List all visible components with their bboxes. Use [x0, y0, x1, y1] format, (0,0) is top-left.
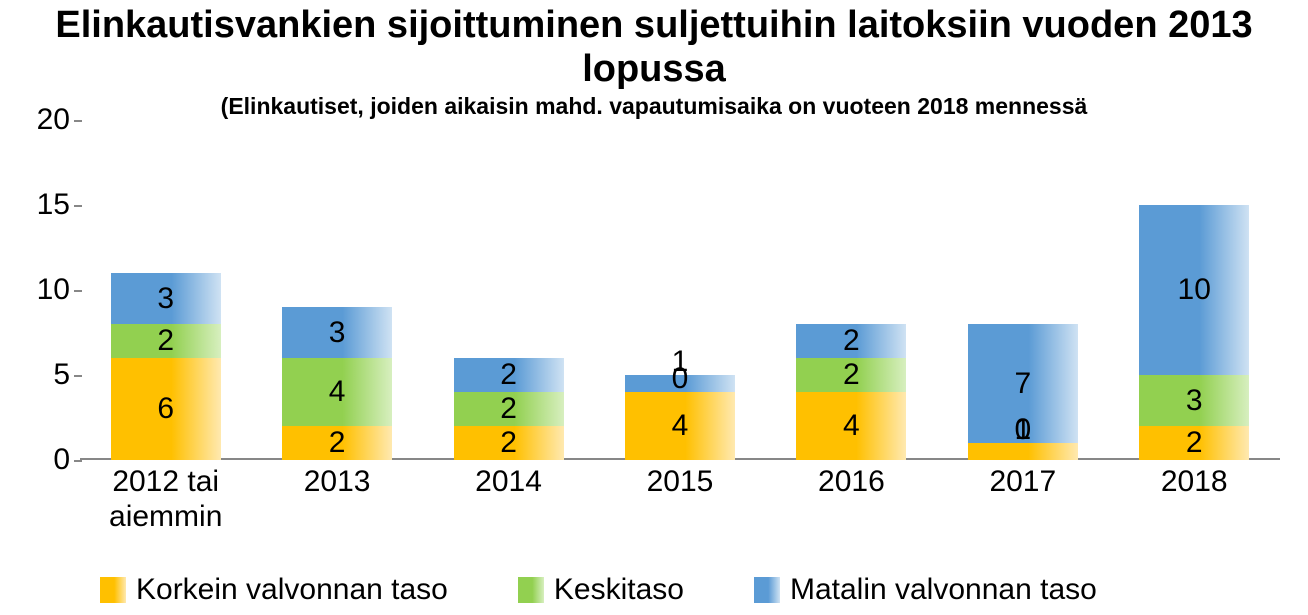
x-tick-label: 2012 tai aiemmin [91, 465, 241, 534]
bar-segment: 4 [625, 392, 735, 460]
bar-value-label: 2 [1139, 428, 1249, 458]
x-tick-label: 2014 [434, 465, 584, 534]
bar-value-label: 2 [454, 394, 564, 424]
x-tick-label: 2013 [262, 465, 412, 534]
bar-segment: 2 [796, 358, 906, 392]
bar-segment: 4 [282, 358, 392, 426]
bar-segment: 4 [796, 392, 906, 460]
bar-column: 3 4 2 [282, 120, 392, 460]
legend-swatch [100, 577, 126, 603]
bar-column: 2 2 4 [796, 120, 906, 460]
bar-segment: 2 [111, 324, 221, 358]
x-axis-labels: 2012 tai aiemmin 2013 2014 2015 2016 2017 2018 [80, 465, 1280, 534]
legend-label: Keskitaso [554, 573, 684, 607]
plot-area: 05101520 3263422221042247011032 [80, 120, 1280, 460]
bar-value-label: 4 [282, 377, 392, 407]
y-tick-label: 5 [20, 358, 70, 392]
bar-value-label: 2 [111, 326, 221, 356]
bar-value-label: 6 [111, 394, 221, 424]
chart-title: Elinkautisvankien sijoittuminen suljettu… [0, 0, 1308, 91]
bar-value-label: 7 [968, 369, 1078, 399]
bar-segment: 2 [796, 324, 906, 358]
legend: Korkein valvonnan taso Keskitaso Matalin v… [100, 573, 1280, 607]
bar-segment: 3 [111, 273, 221, 324]
bar-segment: 2 [454, 392, 564, 426]
bar-column: 10 3 2 [1139, 120, 1249, 460]
bar-value-label: 3 [1139, 386, 1249, 416]
y-tick-label: 15 [20, 188, 70, 222]
legend-label: Korkein valvonnan taso [136, 573, 448, 607]
bar-segment: 3 [282, 307, 392, 358]
bar-value-label: 1 [968, 415, 1078, 445]
y-tick-mark [74, 460, 82, 462]
bar-segment: 10 [1139, 205, 1249, 375]
x-tick-label: 2018 [1119, 465, 1269, 534]
bar-value-label: 4 [796, 411, 906, 441]
bar-segment: 2 [282, 426, 392, 460]
bar-segment: 1 [968, 443, 1078, 460]
bars-group: 3263422221042247011032 [80, 120, 1280, 460]
legend-item: Keskitaso [518, 573, 684, 607]
bar-value-label: 10 [1139, 275, 1249, 305]
bar-value-label: 2 [282, 428, 392, 458]
bar-value-label: 2 [796, 360, 906, 390]
legend-label: Matalin valvonnan taso [790, 573, 1097, 607]
bar-segment: 2 [454, 358, 564, 392]
x-tick-label: 2015 [605, 465, 755, 534]
chart-container: Elinkautisvankien sijoittuminen suljettu… [0, 0, 1308, 615]
bar-value-label: 3 [282, 318, 392, 348]
y-tick-label: 20 [20, 103, 70, 137]
y-tick-label: 10 [20, 273, 70, 307]
legend-item: Korkein valvonnan taso [100, 573, 448, 607]
y-tick-label: 0 [20, 443, 70, 477]
bar-segment: 2 [454, 426, 564, 460]
bar-column: 701 [968, 120, 1078, 460]
bar-value-label: 4 [625, 411, 735, 441]
legend-item: Matalin valvonnan taso [754, 573, 1097, 607]
bar-segment: 2 [1139, 426, 1249, 460]
x-tick-label: 2016 [776, 465, 926, 534]
bar-segment: 3 [1139, 375, 1249, 426]
bar-value-label: 2 [796, 326, 906, 356]
x-tick-label: 2017 [948, 465, 1098, 534]
bar-column: 2 2 2 [454, 120, 564, 460]
bar-value-label: 2 [454, 428, 564, 458]
bar-segment: 6 [111, 358, 221, 460]
bar-column: 3 2 6 [111, 120, 221, 460]
bar-column: 104 [625, 120, 735, 460]
bar-value-label: 2 [454, 360, 564, 390]
legend-swatch [754, 577, 780, 603]
legend-swatch [518, 577, 544, 603]
bar-value-label: 3 [111, 284, 221, 314]
bar-value-label: 0 [625, 364, 735, 394]
